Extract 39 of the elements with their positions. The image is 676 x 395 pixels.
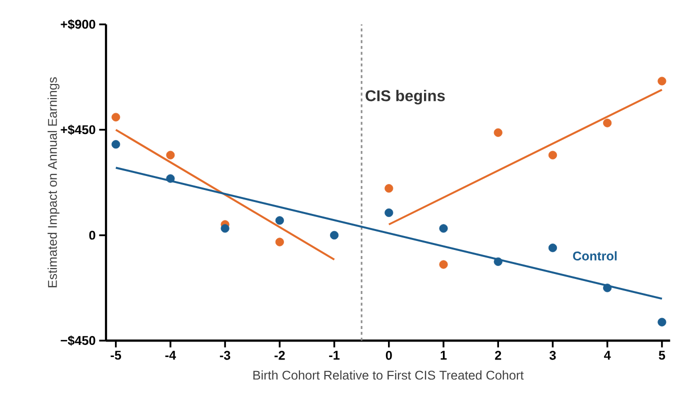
point: [439, 224, 448, 233]
point: [658, 76, 666, 86]
y-axis-title: Estimated Impact on Annual Earnings: [48, 77, 60, 288]
y-tick-label: 0: [89, 230, 96, 240]
x-tick-label: 1: [440, 350, 447, 360]
y-tick-label: +$900: [60, 19, 96, 30]
point: [112, 112, 120, 122]
x-tick-label: 5: [658, 350, 666, 360]
point: [494, 128, 502, 137]
ref-line-label: CIS begins: [366, 90, 445, 104]
x-axis-title: Birth Cohort Relative to First CIS Treated Cohort: [253, 370, 524, 380]
point: [275, 216, 284, 225]
point: [603, 118, 612, 128]
y-tick-label: −$450: [60, 335, 96, 346]
x-tick-label: 2: [495, 350, 502, 360]
point: [220, 224, 230, 233]
point: [548, 243, 558, 252]
point: [166, 174, 175, 183]
point: [166, 150, 175, 160]
point: [330, 230, 339, 240]
point: [603, 284, 612, 292]
x-tick-label: -4: [165, 350, 176, 360]
x-tick-label: -2: [274, 350, 285, 360]
x-tick-label: -5: [110, 350, 122, 360]
series-label: Control: [573, 251, 617, 260]
point: [439, 260, 448, 269]
x-tick-label: 3: [550, 350, 556, 360]
y-tick-label: +$450: [60, 124, 96, 135]
x-tick-label: 0: [386, 350, 392, 360]
point: [275, 238, 284, 246]
point: [548, 150, 558, 160]
point: [494, 257, 502, 266]
x-tick-label: -1: [329, 350, 340, 360]
point: [384, 184, 394, 192]
point: [112, 140, 120, 148]
point: [384, 208, 394, 217]
x-tick-label: -3: [220, 350, 230, 360]
x-tick-label: 4: [604, 350, 611, 360]
point: [658, 318, 666, 326]
